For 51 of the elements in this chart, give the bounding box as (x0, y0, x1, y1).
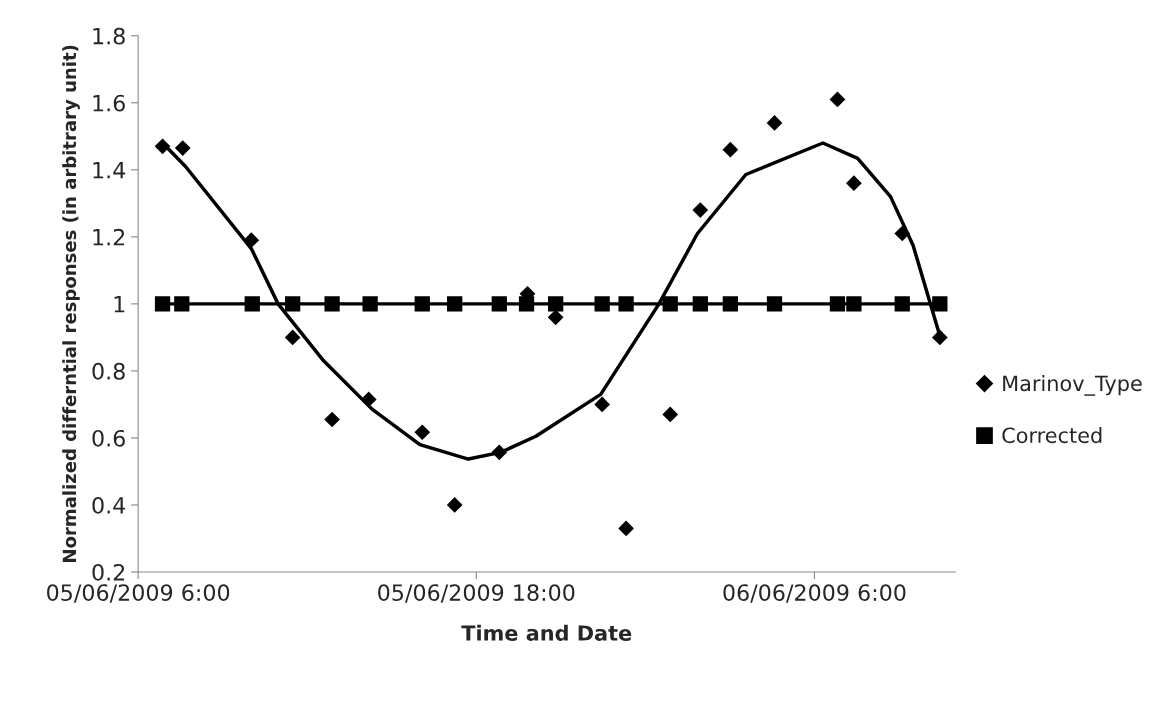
point (618, 520, 634, 537)
point (829, 296, 846, 312)
x-tick-label: 05/06/2009 6:00 (47, 584, 230, 603)
x-tick-label: 06/06/2009 6:00 (723, 584, 906, 603)
point (285, 296, 301, 312)
point (722, 296, 738, 312)
point (829, 91, 846, 108)
y-tick-label: 0.8 (92, 362, 125, 380)
point (362, 296, 378, 312)
point (894, 296, 910, 312)
point (324, 411, 340, 428)
point (846, 175, 862, 192)
y-tick-label: 0.2 (92, 563, 125, 581)
point (414, 296, 430, 312)
x-tick-label: 05/06/2009 18:00 (378, 584, 575, 603)
point (174, 140, 191, 156)
point (662, 406, 679, 423)
point (766, 296, 783, 312)
point (446, 497, 463, 513)
point (154, 296, 171, 312)
point (692, 296, 708, 312)
point (722, 141, 739, 158)
point (846, 296, 862, 312)
y-tick-label: 1.6 (93, 94, 125, 112)
y-tick-label: 1.2 (93, 228, 125, 246)
legend-label: Corrected (1002, 427, 1102, 444)
y-tick-label: 1.4 (93, 162, 126, 179)
x-axis-title: Time and Date (461, 624, 632, 641)
y-axis-title: Normalized differntial responses (in arbitrary unit) (62, 45, 80, 562)
point (932, 296, 948, 312)
point (766, 115, 783, 131)
y-tick-label: 0.6 (92, 429, 125, 447)
point (547, 309, 564, 326)
point (618, 296, 634, 312)
point (414, 424, 431, 441)
point (284, 329, 301, 346)
legend-label: Marinov_Type (1003, 375, 1142, 396)
point (324, 296, 340, 312)
y-tick-label: 1.8 (93, 27, 125, 45)
y-tick-label: 0.4 (92, 496, 126, 514)
point (244, 296, 260, 312)
point (548, 296, 564, 312)
point (662, 296, 678, 312)
point (491, 296, 507, 312)
y-tick-label: 1 (114, 296, 125, 313)
point (518, 296, 535, 312)
point (447, 296, 463, 312)
point (594, 396, 610, 413)
point (594, 296, 610, 312)
point (174, 296, 190, 312)
point (692, 202, 709, 218)
